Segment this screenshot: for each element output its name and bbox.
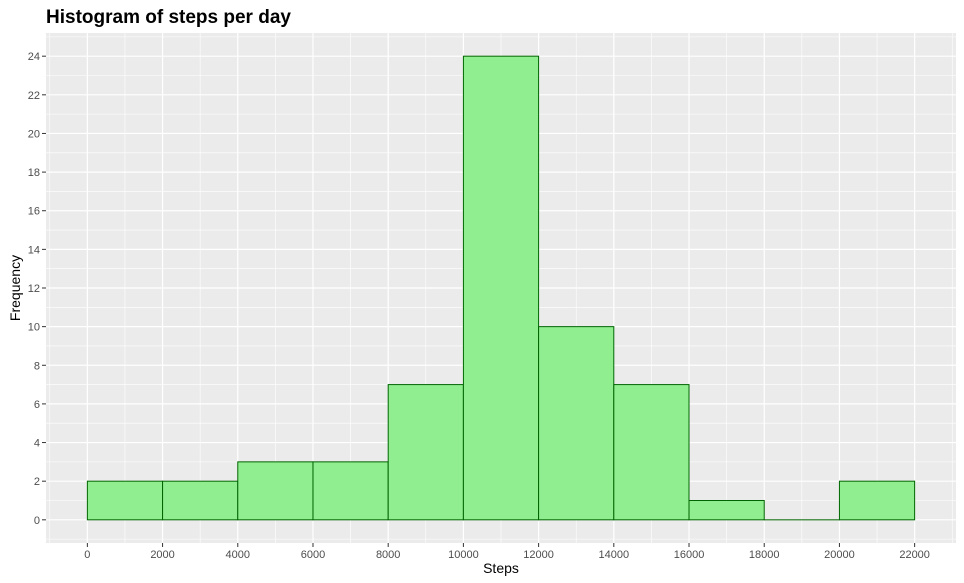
histogram-bar [387, 384, 464, 521]
x-tick-label: 16000 [674, 549, 705, 561]
x-tick-label: 8000 [376, 549, 400, 561]
x-tick-label: 2000 [150, 549, 174, 561]
y-tick-label: 0 [34, 515, 40, 527]
x-tick-label: 18000 [749, 549, 780, 561]
x-tick-label: 12000 [523, 549, 554, 561]
x-axis-ticks: 0 2000 4000 6000 8000 10000 12000 14000 16000 180… [84, 543, 930, 561]
histogram-bar [237, 461, 314, 521]
histogram-bars [86, 55, 916, 521]
histogram-bar [462, 55, 540, 521]
histogram-bar [538, 326, 615, 521]
y-axis-title: Frequency [7, 255, 23, 321]
y-tick-label: 22 [28, 90, 40, 102]
x-tick-label: 22000 [899, 549, 930, 561]
x-tick-label: 14000 [599, 549, 630, 561]
histogram-bar [312, 461, 389, 521]
y-tick-label: 4 [34, 438, 40, 450]
y-tick-label: 24 [28, 51, 40, 63]
y-tick-label: 20 [28, 128, 40, 140]
x-tick-label: 10000 [448, 549, 479, 561]
y-tick-label: 8 [34, 360, 40, 372]
x-tick-label: 4000 [226, 549, 250, 561]
y-tick-label: 18 [28, 167, 40, 179]
x-tick-label: 20000 [824, 549, 855, 561]
y-tick-label: 2 [34, 476, 40, 488]
x-tick-label: 0 [84, 549, 90, 561]
chart-title: Histogram of steps per day [46, 7, 291, 28]
y-tick-label: 12 [28, 283, 40, 295]
histogram-bar [162, 480, 239, 521]
histogram-bar [86, 480, 164, 521]
y-tick-label: 10 [28, 322, 40, 334]
y-tick-label: 6 [34, 399, 40, 411]
histogram-bar [838, 480, 916, 521]
y-tick-label: 16 [28, 206, 40, 218]
histogram-bar [613, 384, 690, 521]
x-axis-title: Steps [483, 560, 519, 576]
y-tick-label: 14 [28, 244, 40, 256]
x-tick-label: 6000 [301, 549, 325, 561]
histogram-bar [688, 500, 765, 521]
